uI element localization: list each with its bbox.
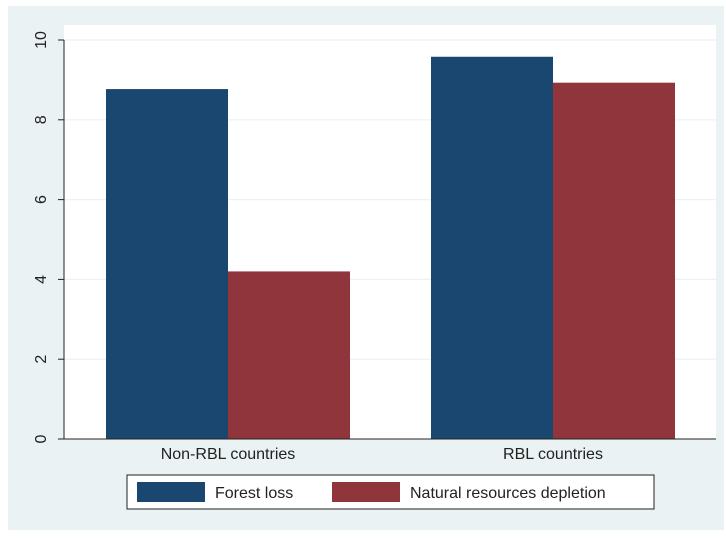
bar-1-1 — [553, 82, 675, 440]
bar-1-0 — [431, 56, 553, 440]
legend-swatch-0 — [137, 482, 205, 502]
bar-0-1 — [228, 271, 350, 439]
bars — [106, 56, 675, 440]
legend: Forest loss Natural resources depletion — [126, 474, 655, 510]
x-axis: Non-RBL countries RBL countries — [64, 438, 716, 463]
y-tick-label: 10 — [33, 31, 50, 49]
y-axis: 0 2 4 6 8 10 — [33, 31, 65, 443]
bar-0-0 — [106, 89, 228, 440]
y-tick-label: 2 — [33, 355, 50, 364]
legend-swatch-1 — [332, 482, 400, 502]
y-tick-label: 4 — [33, 275, 50, 284]
category-label-1: RBL countries — [503, 446, 603, 463]
legend-label-0: Forest loss — [215, 485, 293, 502]
y-tick-label: 8 — [33, 115, 50, 124]
y-tick-label: 6 — [33, 195, 50, 204]
y-tick-label: 0 — [33, 434, 50, 443]
category-label-0: Non-RBL countries — [161, 446, 296, 463]
legend-label-1: Natural resources depletion — [410, 485, 606, 502]
